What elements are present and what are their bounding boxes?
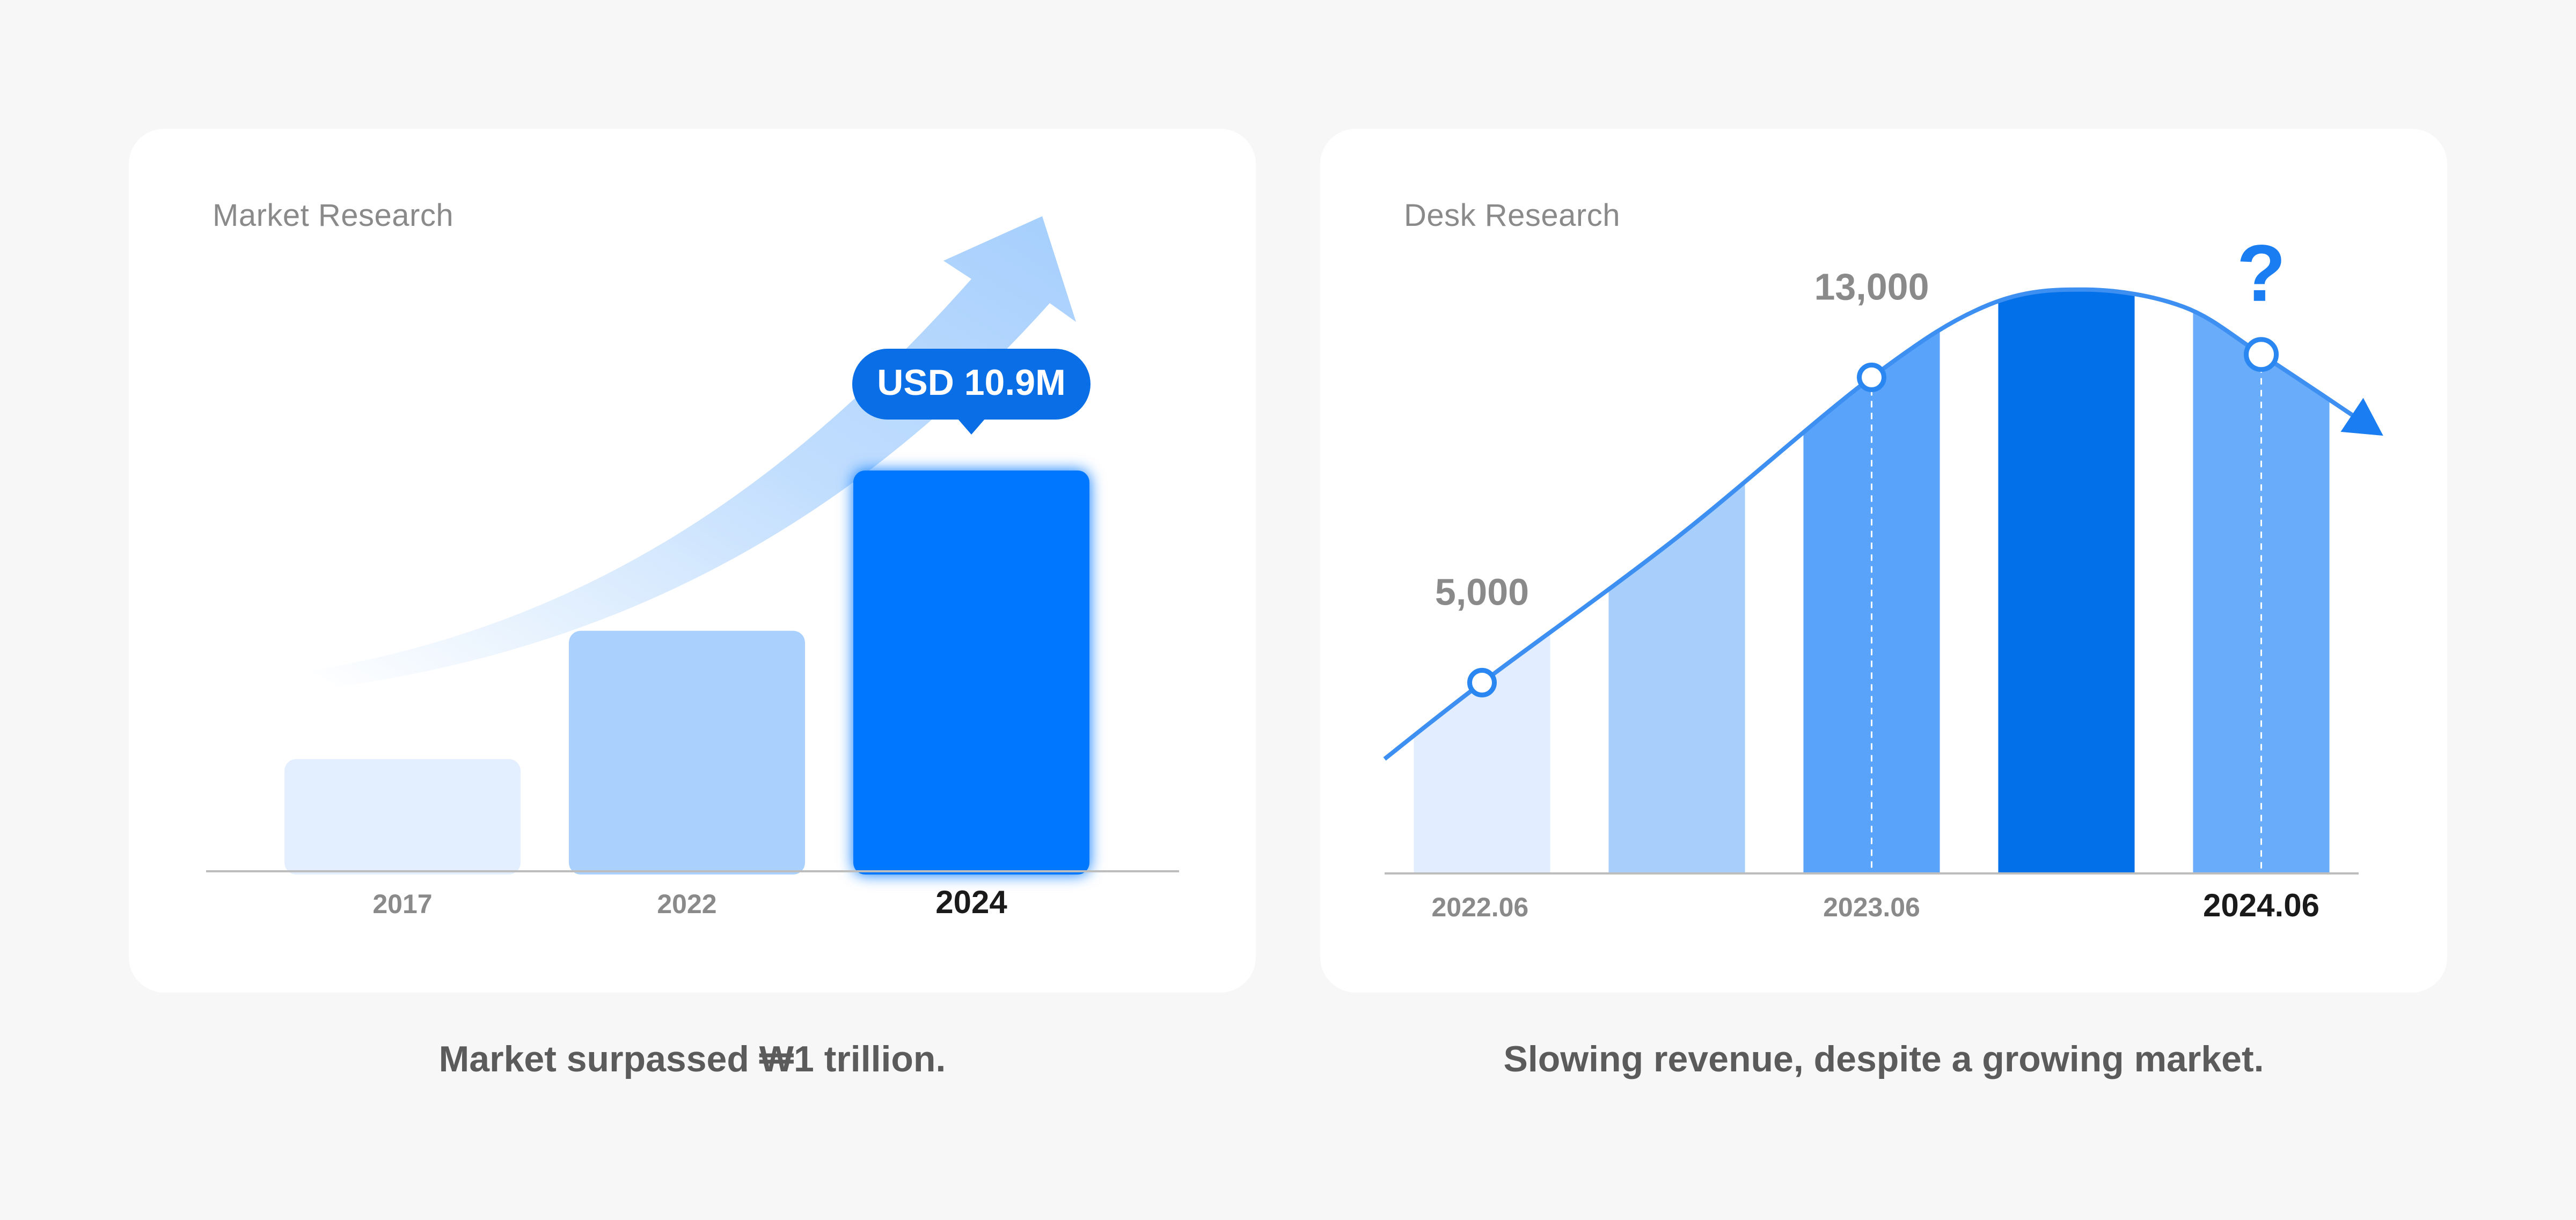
bar-2017 [284,759,521,874]
trend-arrow [311,216,1076,687]
tick-label: 2023.06 [1823,892,1920,922]
tick-label: 2024 [935,884,1007,920]
caption-market: Market surpassed ₩1 trillion. [438,1039,946,1079]
chart-title: Desk Research [1404,198,1620,233]
data-point [1857,362,1886,392]
caption-revenue: Slowing revenue, despite a growing marke… [1503,1039,2264,1079]
value-callout: USD 10.9M [852,349,1091,435]
question-mark-label: ? [2237,228,2286,318]
revenue-curve [1383,287,2360,761]
tick-label: 2022.06 [1431,892,1528,922]
callout-label: USD 10.9M [877,362,1065,403]
desk-research-card: Desk Research 5,000 13,000? 2022.06 2023.0… [1320,129,2447,993]
data-point [1467,667,1497,697]
point-value-label: 13,000 [1814,266,1929,307]
tick-label: 2022 [657,889,716,919]
bar-2024 [853,471,1089,874]
point-value-label: 5,000 [1435,571,1529,613]
tick-label: 2017 [372,889,432,919]
band-1 [1414,289,1550,873]
chart-title: Market Research [213,198,454,233]
band-4 [1998,289,2135,873]
tick-label: 2024.06 [2203,887,2319,923]
curve-arrow-head [2340,398,2383,436]
data-point [2244,337,2279,372]
market-research-card: Market Research 2017 2022 2024 USD 10.9M [129,129,1256,993]
bar-2022 [569,630,805,874]
market-bar-chart: 2017 2022 2024 USD 10.9M [206,216,1179,920]
revenue-area-chart: 5,000 13,000? 2022.06 2023.06 2024.06 [1383,228,2383,923]
